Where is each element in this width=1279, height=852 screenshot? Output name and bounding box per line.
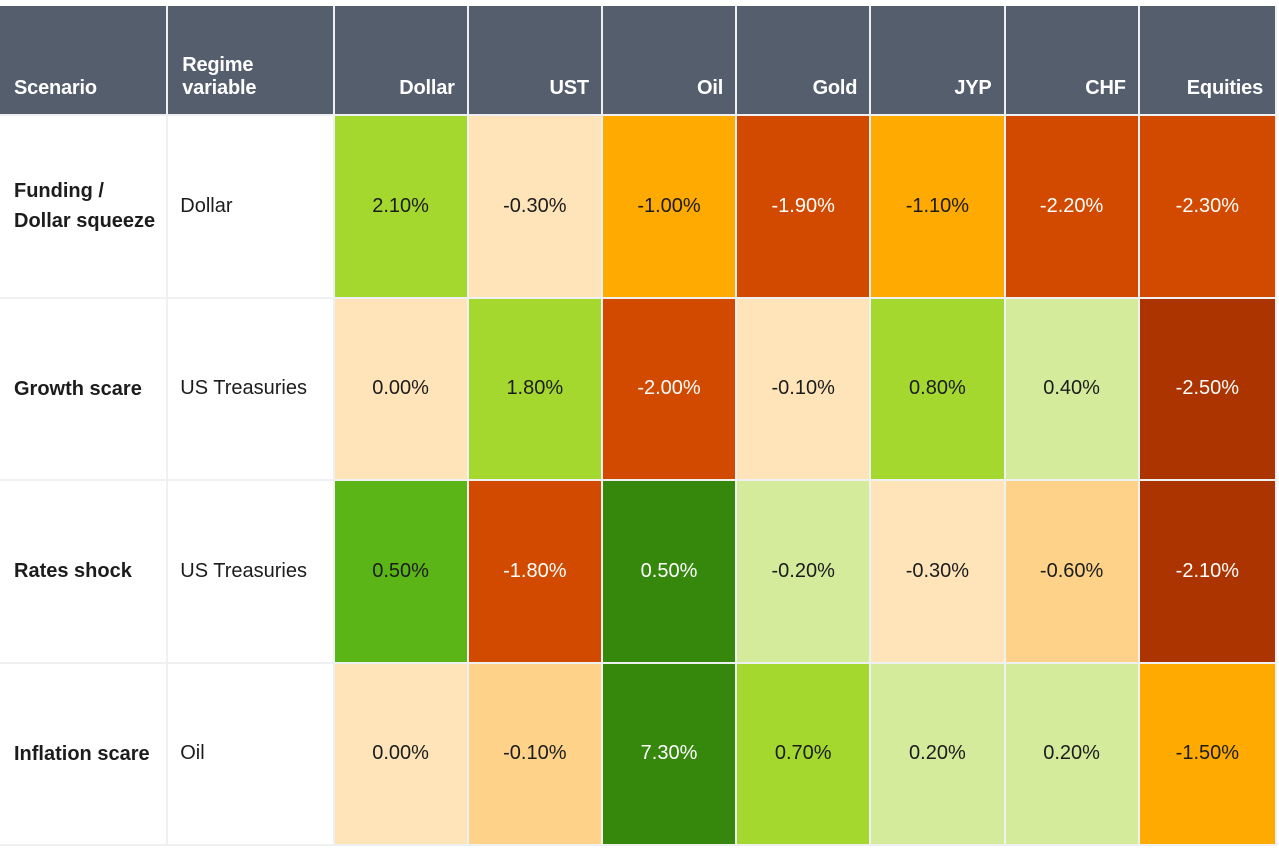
regime-variable-label: US Treasuries <box>168 481 335 664</box>
heatmap-cell-ust: -0.30% <box>468 116 603 299</box>
heatmap-cell-jyp: -1.10% <box>871 116 1006 299</box>
heatmap-cell-dollar: 0.00% <box>334 663 469 846</box>
table-row: Inflation scare Oil 0.00% -0.10% 7.30% 0.70% 0… <box>0 663 1277 846</box>
table-header: Scenario Regime variable Dollar UST Oil Gold J… <box>0 6 1277 116</box>
heatmap-cell-gold: 0.70% <box>737 663 872 846</box>
heatmap-cell-chf: 0.20% <box>1005 663 1140 846</box>
heatmap-cell-chf: -0.60% <box>1005 481 1140 664</box>
heatmap-cell-oil: 7.30% <box>602 663 738 846</box>
heatmap-cell-dollar: 2.10% <box>334 116 469 299</box>
scenario-label: Rates shock <box>0 481 169 664</box>
heatmap-cell-ust: -1.80% <box>468 481 603 664</box>
scenario-label: Growth scare <box>0 298 169 481</box>
heatmap-cell-ust: -0.10% <box>468 663 603 846</box>
column-header-jyp: JYP <box>871 6 1006 116</box>
heatmap-cell-jyp: -0.30% <box>871 481 1006 664</box>
heatmap-cell-chf: 0.40% <box>1005 298 1140 481</box>
regime-variable-label: Dollar <box>168 116 335 299</box>
heatmap-cell-equities: -1.50% <box>1139 663 1277 846</box>
heatmap-cell-equities: -2.50% <box>1139 298 1277 481</box>
table-body: Funding / Dollar squeeze Dollar 2.10% -0.30%… <box>0 116 1277 846</box>
heatmap-cell-oil: -2.00% <box>602 298 738 481</box>
header-row: Scenario Regime variable Dollar UST Oil Gold J… <box>0 6 1277 116</box>
heatmap-cell-gold: -0.10% <box>737 298 872 481</box>
column-header-chf: CHF <box>1005 6 1140 116</box>
heatmap-cell-equities: -2.30% <box>1139 116 1277 299</box>
regime-variable-label: Oil <box>168 663 335 846</box>
heatmap-cell-equities: -2.10% <box>1139 481 1277 664</box>
scenario-heatmap-table-container: Scenario Regime variable Dollar UST Oil Gold J… <box>0 6 1279 846</box>
regime-variable-label: US Treasuries <box>168 298 335 481</box>
heatmap-cell-jyp: 0.20% <box>871 663 1006 846</box>
table-row: Growth scare US Treasuries 0.00% 1.80% -2.00… <box>0 298 1277 481</box>
column-header-oil: Oil <box>602 6 738 116</box>
heatmap-cell-oil: -1.00% <box>602 116 738 299</box>
heatmap-cell-chf: -2.20% <box>1005 116 1140 299</box>
heatmap-cell-dollar: 0.00% <box>334 298 469 481</box>
table-row: Rates shock US Treasuries 0.50% -1.80% 0.50%… <box>0 481 1277 664</box>
heatmap-cell-ust: 1.80% <box>468 298 603 481</box>
table-row: Funding / Dollar squeeze Dollar 2.10% -0.30%… <box>0 116 1277 299</box>
column-header-dollar: Dollar <box>334 6 469 116</box>
column-header-scenario: Scenario <box>0 6 169 116</box>
heatmap-cell-jyp: 0.80% <box>871 298 1006 481</box>
column-header-gold: Gold <box>737 6 872 116</box>
heatmap-cell-gold: -1.90% <box>737 116 872 299</box>
column-header-ust: UST <box>468 6 603 116</box>
scenario-label: Funding / Dollar squeeze <box>0 116 169 299</box>
heatmap-cell-gold: -0.20% <box>737 481 872 664</box>
scenario-heatmap-table: Scenario Regime variable Dollar UST Oil Gold J… <box>0 6 1277 846</box>
heatmap-cell-oil: 0.50% <box>602 481 738 664</box>
scenario-label: Inflation scare <box>0 663 169 846</box>
column-header-regime-variable: Regime variable <box>168 6 335 116</box>
heatmap-cell-dollar: 0.50% <box>334 481 469 664</box>
column-header-equities: Equities <box>1139 6 1277 116</box>
